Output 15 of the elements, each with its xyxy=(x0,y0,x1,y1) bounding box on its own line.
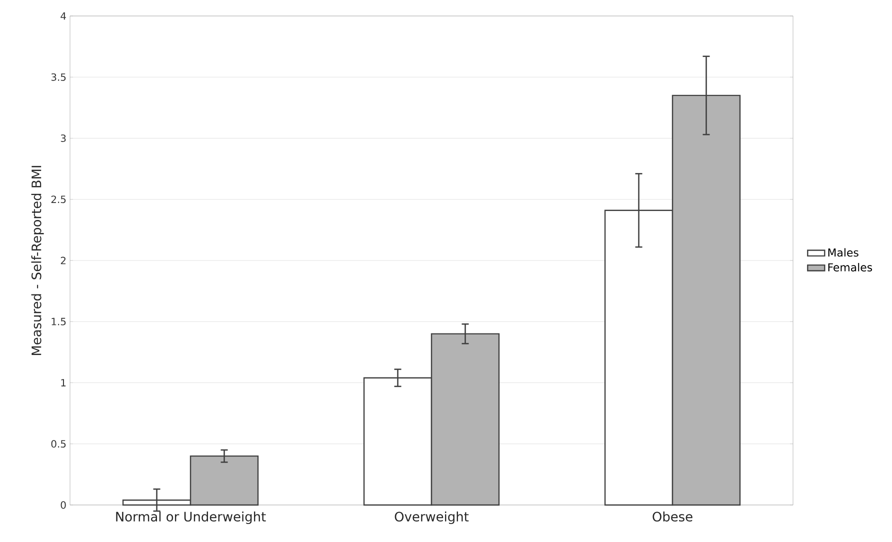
y-tick-label: 0 xyxy=(60,501,66,509)
y-tick-label: 3.5 xyxy=(51,73,66,81)
legend-label: Females xyxy=(828,262,872,272)
y-tick-label: 2.5 xyxy=(51,196,66,204)
x-tick-label: Normal or Underweight xyxy=(116,512,266,524)
y-tick-label: 1 xyxy=(61,379,66,386)
y-tick-label: 1.5 xyxy=(52,318,66,326)
y-axis-title: Measured - Self-Reported BMI xyxy=(31,166,44,356)
y-tick-label: 0.5 xyxy=(51,440,66,448)
legend-label: Males xyxy=(828,248,858,257)
x-tick-label: Obese xyxy=(652,512,692,522)
x-tick-label: Overweight xyxy=(394,512,469,524)
y-tick-label: 3 xyxy=(60,134,66,142)
y-tick-label: 4 xyxy=(60,12,66,20)
y-tick-label: 2 xyxy=(60,256,66,264)
